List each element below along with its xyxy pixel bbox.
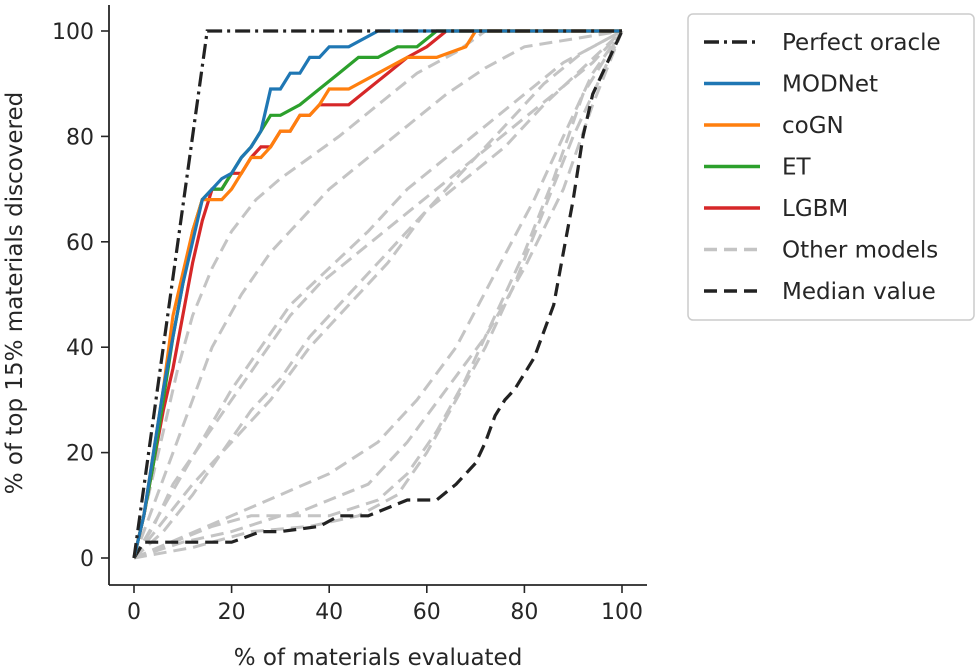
series-line-other-models-3 <box>132 29 623 559</box>
x-axis-label: % of materials evaluated <box>234 645 523 668</box>
series-line-modnet <box>132 29 622 559</box>
y-tick-label: 20 <box>66 442 94 467</box>
ticks: 0 20 40 60 80 100 0 20 40 60 80 100 <box>52 20 643 625</box>
x-tick-label: 100 <box>601 600 643 625</box>
y-tick-label: 80 <box>66 125 94 150</box>
y-tick-label: 60 <box>66 231 94 256</box>
y-tick-label: 100 <box>52 20 94 45</box>
legend-frame <box>687 13 975 321</box>
legend-label-cogn: coGN <box>782 113 844 139</box>
legend-label-perfect-oracle: Perfect oracle <box>782 30 941 56</box>
x-tick-label: 40 <box>315 600 343 625</box>
series-line-other-models-7 <box>133 30 624 560</box>
x-tick-label: 20 <box>218 600 246 625</box>
series-line-lgbm <box>132 29 622 559</box>
series-line-other-models-5 <box>132 29 624 560</box>
legend-items: Perfect oracle MODNet coGN ET LGBM Other mode… <box>704 30 941 305</box>
series-line-median-value <box>132 30 624 559</box>
legend-label-median-value: Median value <box>782 279 936 305</box>
legend: Perfect oracle MODNet coGN ET LGBM Other mode… <box>687 13 975 321</box>
legend-label-lgbm: LGBM <box>782 196 848 222</box>
x-tick-label: 80 <box>510 600 538 625</box>
series-line-cogn <box>132 29 622 559</box>
series-line-et <box>132 29 622 559</box>
legend-label-modnet: MODNet <box>782 72 878 98</box>
legend-label-other-models: Other models <box>782 238 938 264</box>
y-axis-label: % of top 15% materials discovered <box>2 92 28 495</box>
y-tick-label: 0 <box>80 547 94 572</box>
legend-label-et: ET <box>782 155 812 181</box>
series-line-perfect-oracle <box>132 29 622 559</box>
series-line-other-models-1 <box>132 29 622 559</box>
series-line-other-models-8 <box>133 30 624 560</box>
x-tick-label: 0 <box>127 600 141 625</box>
series-line-other-models-4 <box>132 29 624 559</box>
axes <box>108 5 647 586</box>
x-tick-label: 60 <box>413 600 441 625</box>
y-tick-label: 40 <box>66 336 94 361</box>
series-line-other-models-6 <box>133 30 624 560</box>
series-line-other-models-10 <box>132 29 623 559</box>
series-line-other-models-9 <box>133 30 624 560</box>
series-layer <box>132 29 624 560</box>
series-line-other-models-2 <box>132 29 623 559</box>
